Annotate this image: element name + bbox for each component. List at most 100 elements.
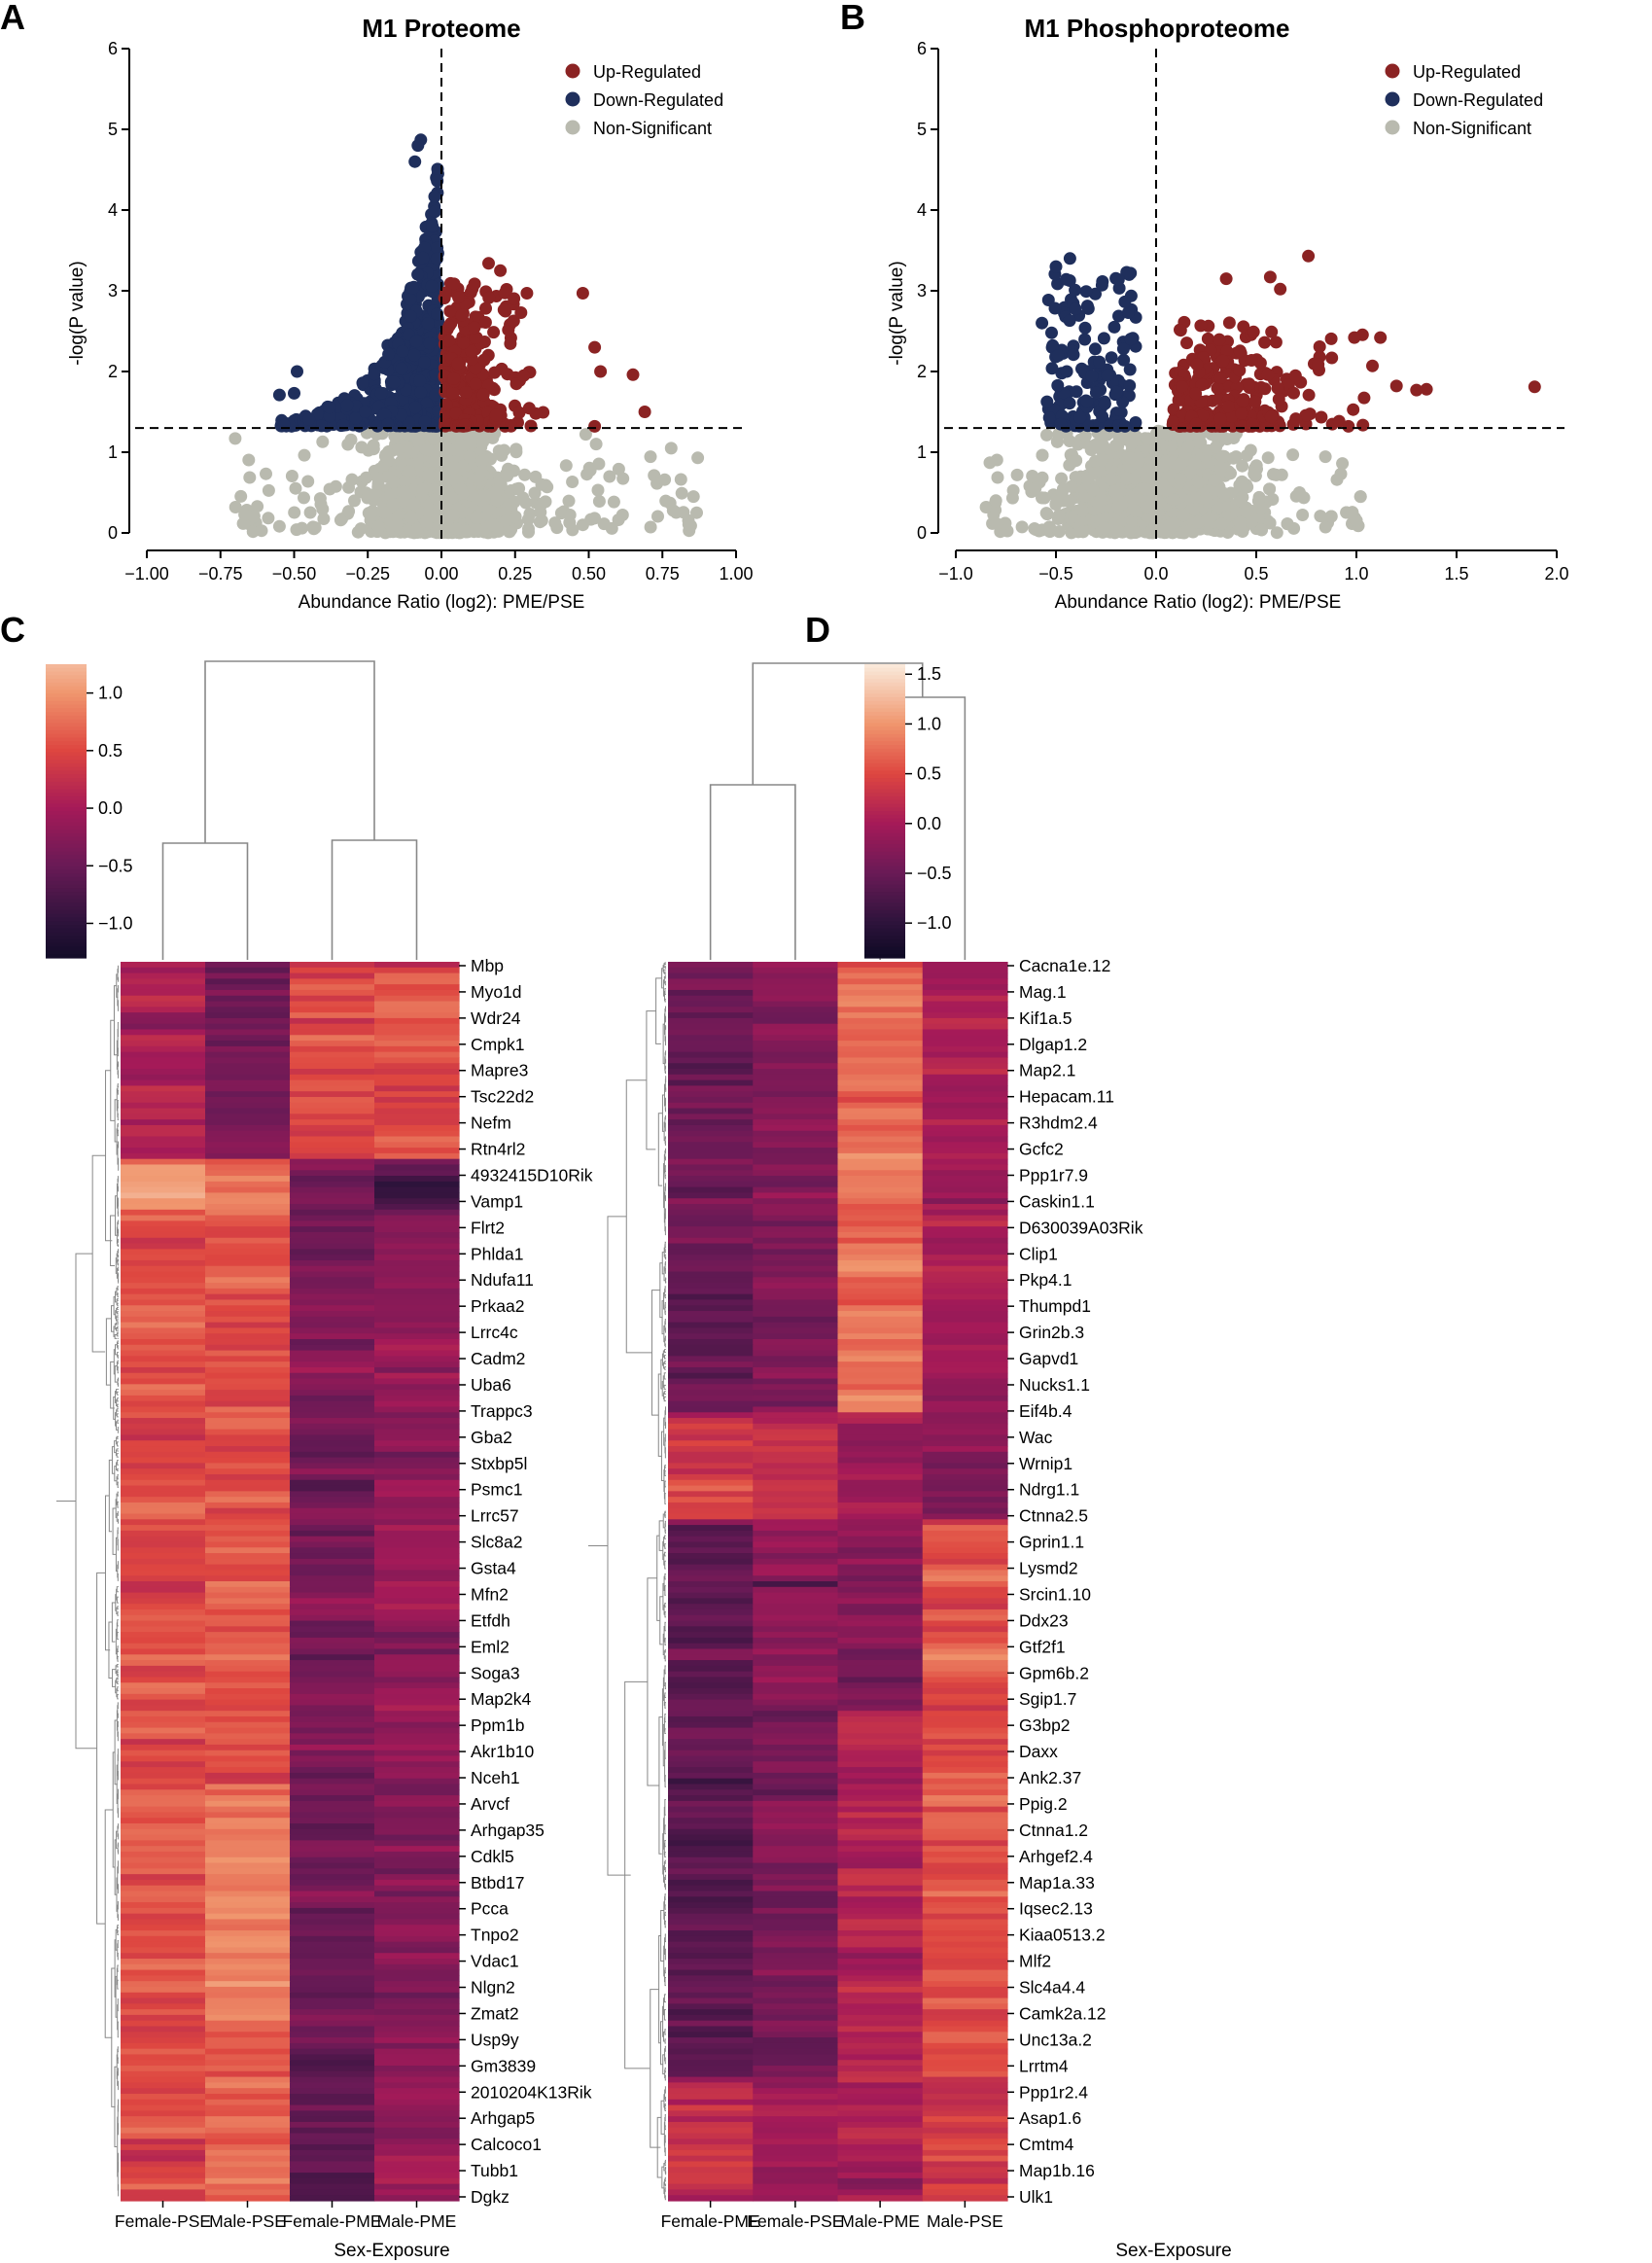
y-axis-label-a: -log(P value) [67, 261, 88, 365]
point-down-regulated [418, 356, 431, 369]
point-non-significant [658, 473, 672, 486]
point-down-regulated [374, 386, 388, 400]
point-non-significant [510, 442, 523, 456]
point-non-significant [391, 517, 404, 531]
point-non-significant [301, 475, 315, 488]
point-non-significant [323, 482, 336, 496]
point-down-regulated [408, 401, 422, 414]
point-non-significant [255, 524, 268, 538]
point-up-regulated [458, 418, 472, 432]
point-up-regulated [517, 369, 531, 382]
point-down-regulated [382, 347, 396, 361]
x-tick-label: 0.50 [572, 564, 606, 583]
point-non-significant [228, 501, 242, 513]
point-non-significant [434, 469, 447, 482]
x-tick-label: −0.50 [272, 564, 317, 583]
point-notable [535, 477, 548, 491]
point-non-significant [495, 448, 509, 462]
point-non-significant [583, 464, 597, 477]
point-up-regulated [478, 316, 492, 329]
point-non-significant [548, 516, 562, 530]
point-down-regulated [416, 251, 430, 265]
point-non-significant [615, 509, 629, 521]
point-non-significant [306, 520, 320, 534]
point-non-significant [371, 519, 385, 533]
point-up-regulated [468, 277, 481, 291]
legend-marker-ns [565, 120, 580, 135]
point-non-significant [378, 449, 392, 463]
point-non-significant [1235, 475, 1248, 488]
volcano-title-b: M1 Phosphoproteome [1024, 14, 1289, 43]
point-down-regulated [315, 419, 329, 433]
point-down-regulated [411, 267, 425, 281]
point-notable [520, 287, 534, 300]
panel-letter-d: D [805, 610, 830, 650]
point-up-regulated [508, 292, 521, 305]
point-non-significant [523, 508, 537, 520]
point-non-significant [450, 522, 463, 536]
point-down-regulated [425, 279, 439, 293]
y-tick-label: 0 [108, 523, 118, 543]
point-up-regulated [497, 303, 510, 317]
point-non-significant [464, 436, 477, 449]
point-non-significant [434, 525, 447, 539]
point-down-regulated [356, 376, 369, 390]
point-non-significant [470, 511, 483, 524]
point-notable [576, 287, 589, 300]
point-non-significant [589, 438, 603, 451]
point-non-significant [579, 428, 592, 442]
point-non-significant [566, 476, 580, 488]
point-down-regulated [404, 309, 417, 323]
point-up-regulated [451, 357, 465, 371]
point-up-regulated [457, 336, 470, 350]
point-down-regulated [407, 348, 421, 362]
point-up-regulated [488, 366, 502, 379]
legend-marker-down [565, 91, 580, 107]
point-non-significant [260, 467, 272, 480]
point-non-significant [559, 459, 573, 473]
point-down-regulated [409, 335, 423, 348]
point-non-significant [562, 494, 576, 508]
point-non-significant [251, 500, 264, 513]
point-non-significant [674, 473, 687, 486]
point-non-significant [534, 506, 547, 519]
point-non-significant [1015, 520, 1029, 534]
point-non-significant [290, 523, 303, 537]
point-non-significant [605, 521, 618, 535]
point-down-regulated [340, 399, 354, 412]
volcano-title-a: M1 Proteome [362, 14, 520, 43]
point-non-significant [463, 449, 476, 463]
point-non-significant [446, 461, 460, 475]
point-up-regulated [524, 419, 538, 433]
point-non-significant [476, 436, 490, 448]
legend-a: Up-Regulated Down-Regulated Non-Signific… [565, 62, 723, 138]
volcano-points-b [979, 249, 1541, 540]
point-notable [588, 419, 602, 433]
point-non-significant [479, 489, 493, 502]
point-non-significant [242, 453, 256, 467]
point-non-significant [407, 497, 421, 511]
point-down-regulated [429, 204, 442, 218]
point-non-significant [1010, 468, 1024, 481]
point-notable [588, 340, 602, 354]
point-non-significant [403, 465, 416, 477]
point-non-significant [1261, 451, 1275, 465]
point-notable [691, 451, 705, 465]
point-non-significant [445, 491, 459, 505]
point-non-significant [499, 514, 512, 528]
point-up-regulated [455, 308, 469, 322]
point-non-significant [398, 485, 411, 499]
point-non-significant [313, 492, 327, 506]
point-non-significant [1063, 494, 1076, 508]
point-down-regulated [277, 418, 291, 432]
point-non-significant [1296, 509, 1310, 521]
x-tick-label: 1.00 [719, 564, 753, 583]
x-tick-label: 0.00 [424, 564, 458, 583]
point-non-significant [419, 514, 433, 528]
legend-label-up: Up-Regulated [593, 62, 701, 82]
point-up-regulated [489, 408, 503, 422]
point-non-significant [342, 505, 356, 518]
x-tick-label: −1.00 [124, 564, 169, 583]
point-up-regulated [522, 402, 536, 415]
point-down-regulated [302, 412, 316, 426]
